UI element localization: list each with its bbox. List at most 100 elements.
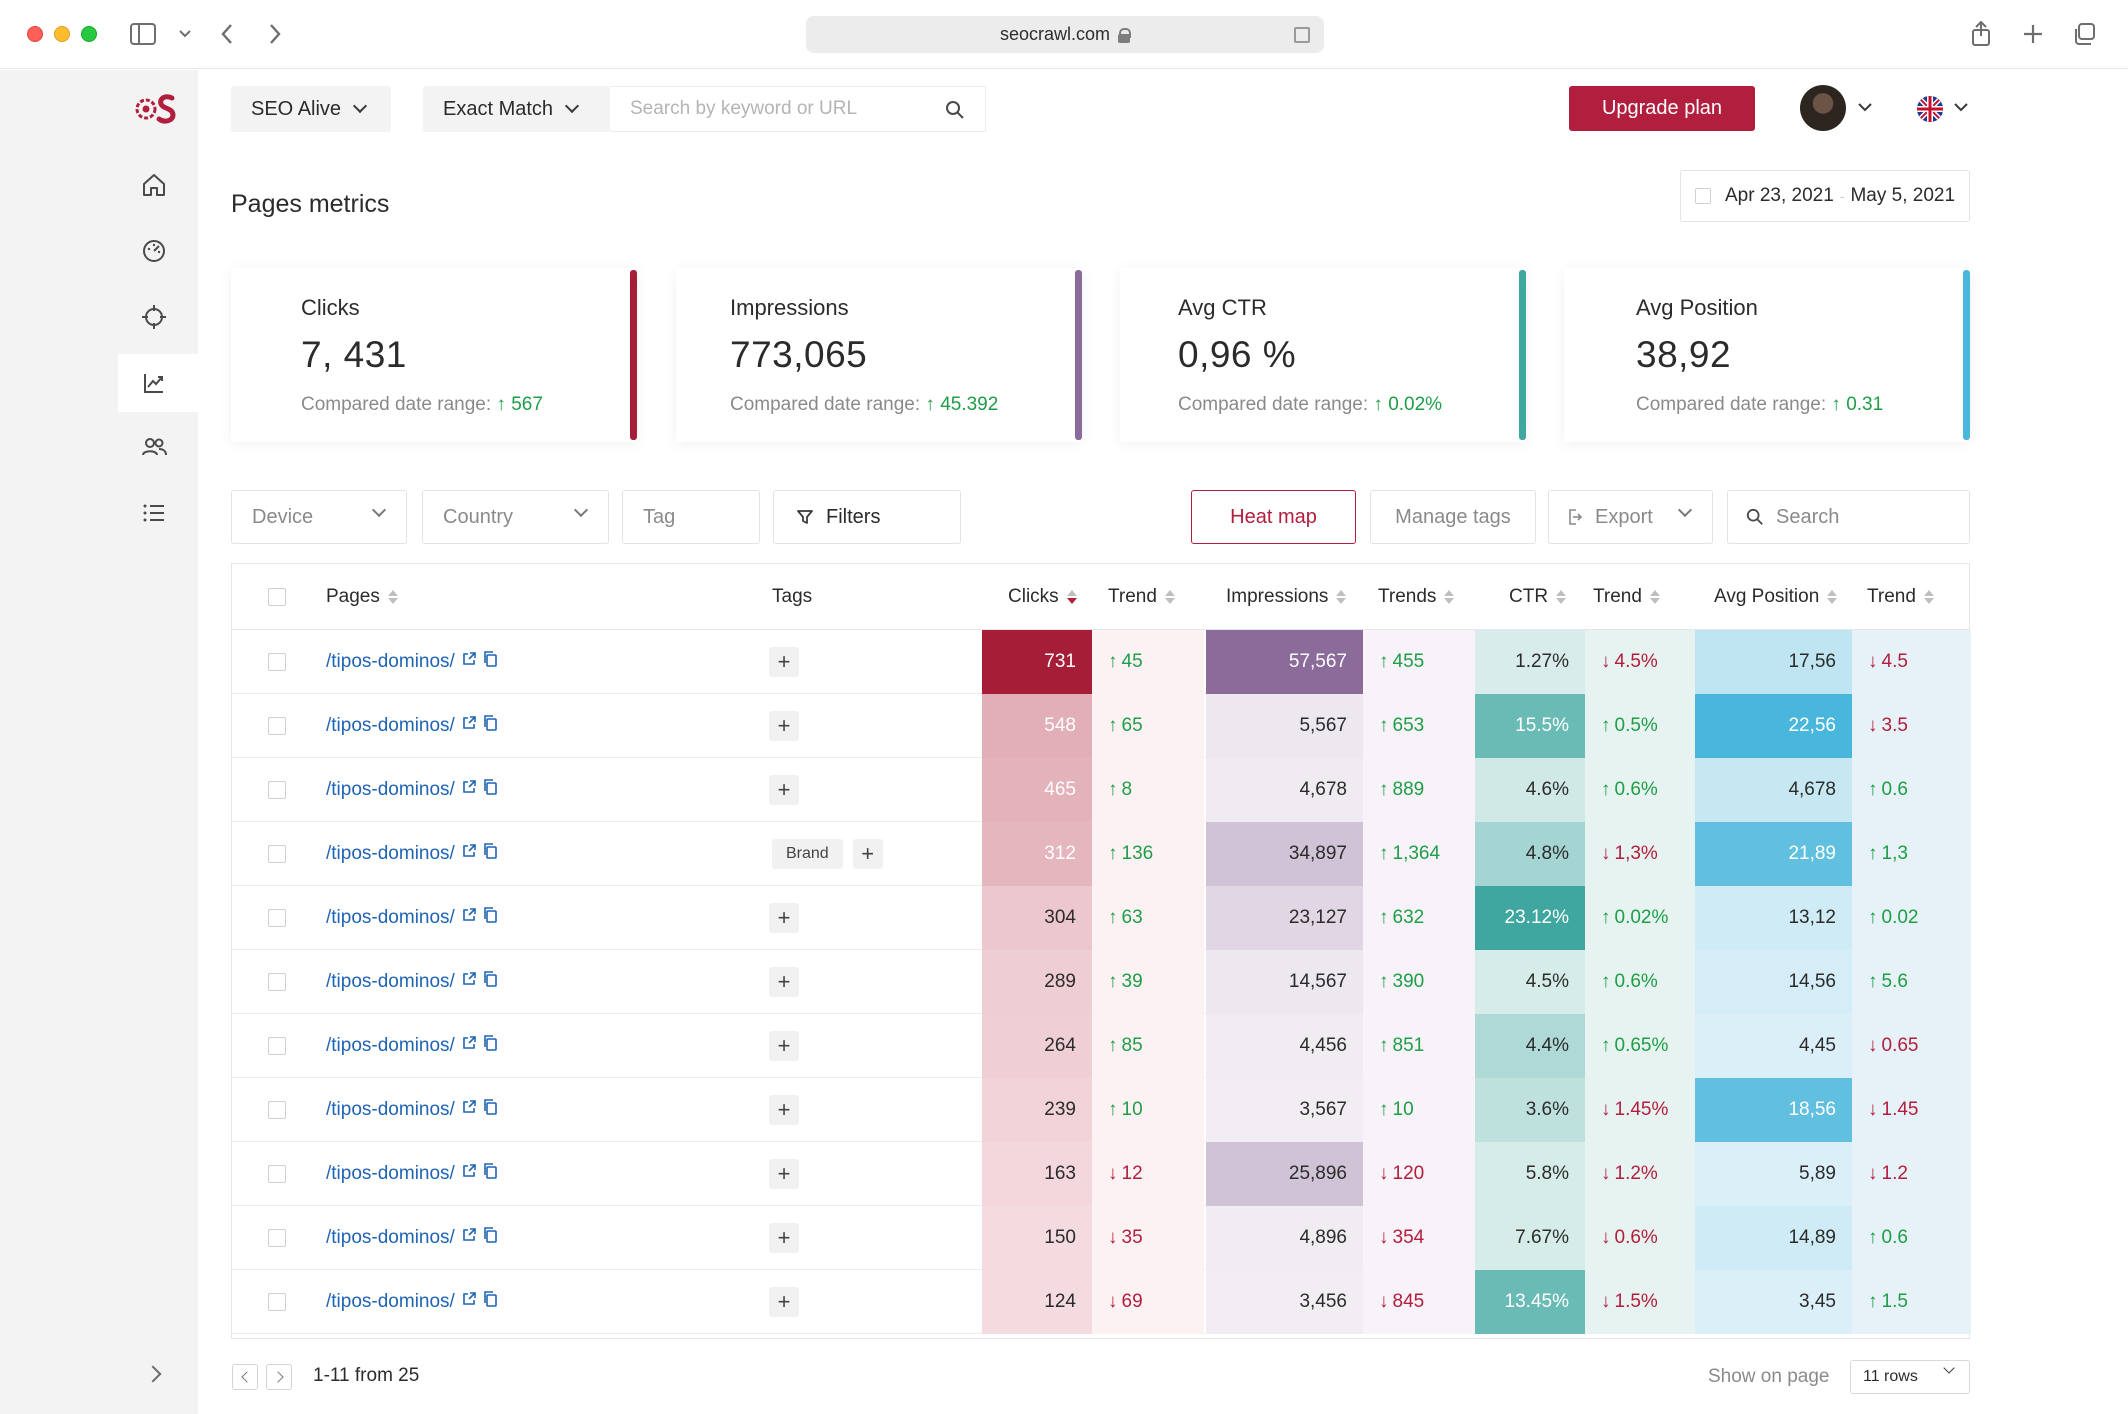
- column-ctr[interactable]: CTR: [1509, 564, 1567, 630]
- add-tag-button[interactable]: +: [769, 1223, 799, 1253]
- rows-per-page-select[interactable]: 11 rows: [1850, 1360, 1970, 1394]
- next-page-button[interactable]: [266, 1364, 292, 1390]
- external-link-icon[interactable]: [461, 1163, 477, 1185]
- add-tag-button[interactable]: +: [769, 1031, 799, 1061]
- column-clicks[interactable]: Clicks: [1008, 564, 1077, 630]
- column-avg-position[interactable]: Avg Position: [1714, 564, 1838, 630]
- copy-icon[interactable]: [483, 1227, 497, 1249]
- row-checkbox[interactable]: [268, 1270, 286, 1334]
- row-checkbox[interactable]: [268, 822, 286, 886]
- reader-icon[interactable]: [1294, 27, 1310, 43]
- chevron-down-icon[interactable]: [1857, 102, 1873, 114]
- row-checkbox[interactable]: [268, 886, 286, 950]
- column-ctr-trend[interactable]: Trend: [1593, 564, 1660, 630]
- manage-tags-button[interactable]: Manage tags: [1370, 490, 1536, 544]
- add-tag-button[interactable]: +: [769, 711, 799, 741]
- new-tab-icon[interactable]: [2022, 20, 2044, 48]
- external-link-icon[interactable]: [461, 1227, 477, 1249]
- nav-list[interactable]: [118, 484, 198, 542]
- nav-users[interactable]: [118, 418, 198, 476]
- column-clicks-trend[interactable]: Trend: [1108, 564, 1175, 630]
- copy-icon[interactable]: [483, 651, 497, 673]
- page-link[interactable]: /tipos-dominos/: [326, 1227, 455, 1248]
- row-checkbox[interactable]: [268, 758, 286, 822]
- copy-icon[interactable]: [483, 843, 497, 865]
- back-icon[interactable]: [220, 20, 234, 48]
- export-dropdown[interactable]: Export: [1548, 490, 1713, 544]
- column-pages[interactable]: Pages: [326, 564, 398, 630]
- external-link-icon[interactable]: [461, 907, 477, 929]
- uk-flag-icon[interactable]: [1917, 96, 1943, 122]
- device-filter-dropdown[interactable]: Device: [231, 490, 407, 544]
- row-checkbox[interactable]: [268, 1142, 286, 1206]
- table-search-input[interactable]: Search: [1727, 490, 1970, 544]
- copy-icon[interactable]: [483, 1163, 497, 1185]
- page-link[interactable]: /tipos-dominos/: [326, 843, 455, 864]
- external-link-icon[interactable]: [461, 1291, 477, 1313]
- external-link-icon[interactable]: [461, 1099, 477, 1121]
- page-link[interactable]: /tipos-dominos/: [326, 715, 455, 736]
- chevron-down-icon[interactable]: [178, 20, 192, 48]
- row-checkbox[interactable]: [268, 1078, 286, 1142]
- add-tag-button[interactable]: +: [852, 839, 883, 869]
- external-link-icon[interactable]: [461, 1035, 477, 1057]
- page-link[interactable]: /tipos-dominos/: [326, 971, 455, 992]
- seocrawl-logo[interactable]: [132, 92, 180, 126]
- page-link[interactable]: /tipos-dominos/: [326, 1035, 455, 1056]
- forward-icon[interactable]: [268, 20, 282, 48]
- search-icon[interactable]: [945, 100, 965, 120]
- add-tag-button[interactable]: +: [769, 647, 799, 677]
- copy-icon[interactable]: [483, 779, 497, 801]
- avatar[interactable]: [1800, 85, 1846, 131]
- page-link[interactable]: /tipos-dominos/: [326, 779, 455, 800]
- nav-home[interactable]: [118, 156, 198, 214]
- minimize-window-button[interactable]: [54, 26, 70, 42]
- page-link[interactable]: /tipos-dominos/: [326, 651, 455, 672]
- external-link-icon[interactable]: [461, 843, 477, 865]
- tag-filter-input[interactable]: Tag: [622, 490, 760, 544]
- row-checkbox[interactable]: [268, 1014, 286, 1078]
- maximize-window-button[interactable]: [81, 26, 97, 42]
- chevron-down-icon[interactable]: [1953, 102, 1969, 114]
- nav-dashboard[interactable]: [118, 221, 198, 279]
- column-impressions[interactable]: Impressions: [1226, 564, 1347, 630]
- external-link-icon[interactable]: [461, 971, 477, 993]
- add-tag-button[interactable]: +: [769, 1287, 799, 1317]
- copy-icon[interactable]: [483, 907, 497, 929]
- copy-icon[interactable]: [483, 715, 497, 737]
- column-position-trend[interactable]: Trend: [1867, 564, 1934, 630]
- nav-metrics[interactable]: [118, 354, 198, 412]
- add-tag-button[interactable]: +: [769, 1159, 799, 1189]
- row-checkbox[interactable]: [268, 630, 286, 694]
- tab-overview-icon[interactable]: [2072, 20, 2096, 48]
- column-impressions-trends[interactable]: Trends: [1378, 564, 1455, 630]
- prev-page-button[interactable]: [232, 1364, 258, 1390]
- upgrade-plan-button[interactable]: Upgrade plan: [1569, 86, 1755, 131]
- add-tag-button[interactable]: +: [769, 1095, 799, 1125]
- filters-button[interactable]: Filters: [773, 490, 961, 544]
- match-type-dropdown[interactable]: Exact Match: [423, 86, 610, 132]
- external-link-icon[interactable]: [461, 715, 477, 737]
- project-dropdown[interactable]: SEO Alive: [231, 86, 391, 132]
- copy-icon[interactable]: [483, 1291, 497, 1313]
- page-link[interactable]: /tipos-dominos/: [326, 1099, 455, 1120]
- select-all-checkbox[interactable]: [268, 564, 286, 630]
- heat-map-button[interactable]: Heat map: [1191, 490, 1356, 544]
- date-range-picker[interactable]: Apr 23, 2021 - May 5, 2021: [1680, 170, 1970, 222]
- external-link-icon[interactable]: [461, 651, 477, 673]
- copy-icon[interactable]: [483, 971, 497, 993]
- address-bar[interactable]: seocrawl.com: [806, 16, 1324, 53]
- share-icon[interactable]: [1970, 20, 1992, 48]
- sidebar-toggle-icon[interactable]: [130, 20, 156, 48]
- country-filter-dropdown[interactable]: Country: [422, 490, 609, 544]
- add-tag-button[interactable]: +: [769, 775, 799, 805]
- copy-icon[interactable]: [483, 1035, 497, 1057]
- close-window-button[interactable]: [27, 26, 43, 42]
- tag-badge[interactable]: Brand: [772, 839, 843, 869]
- add-tag-button[interactable]: +: [769, 903, 799, 933]
- row-checkbox[interactable]: [268, 1206, 286, 1270]
- nav-target[interactable]: [118, 288, 198, 346]
- add-tag-button[interactable]: +: [769, 967, 799, 997]
- page-link[interactable]: /tipos-dominos/: [326, 1291, 455, 1312]
- keyword-search-input[interactable]: Search by keyword or URL: [610, 86, 986, 132]
